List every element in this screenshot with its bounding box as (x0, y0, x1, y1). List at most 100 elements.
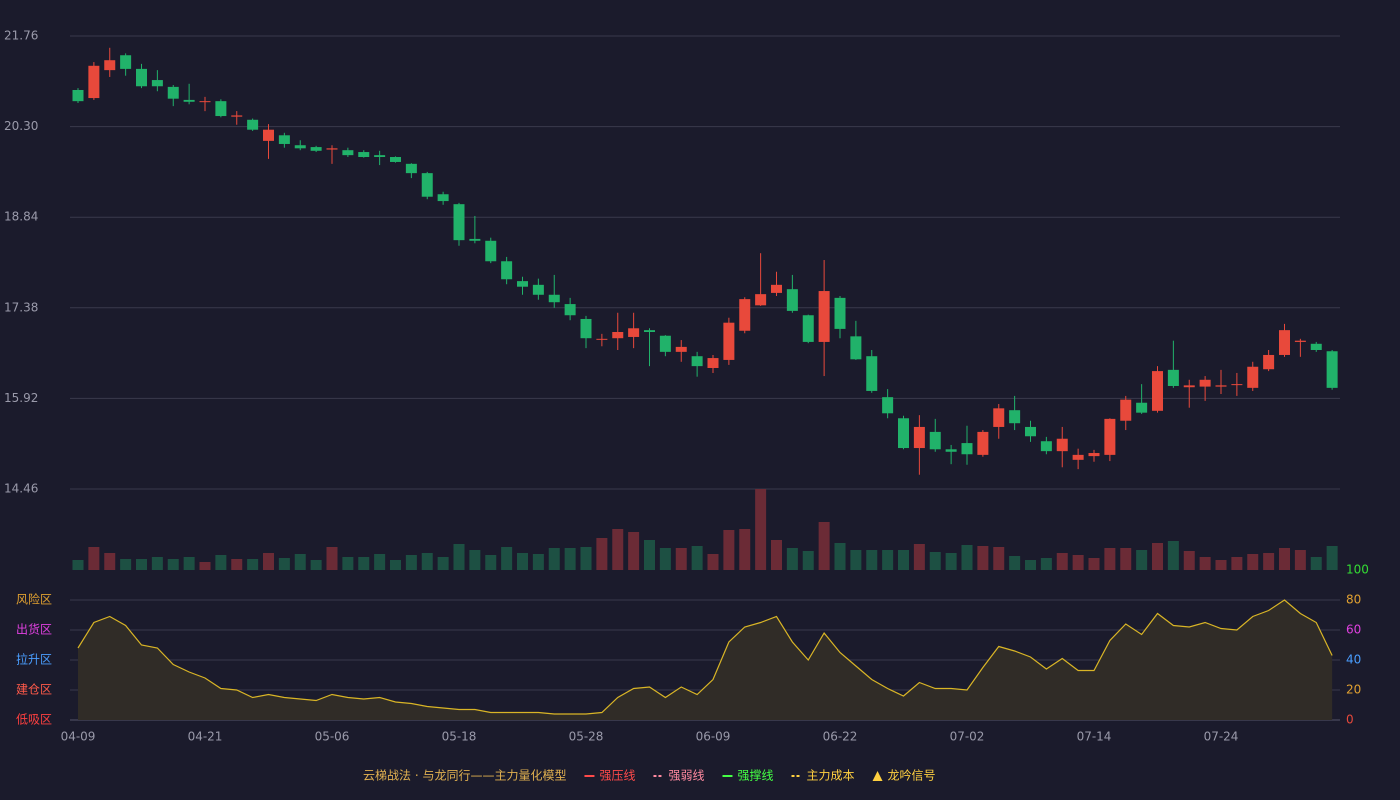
volume-bar (88, 547, 100, 570)
volume-bar (532, 554, 544, 570)
volume-bar (548, 548, 560, 570)
legend-label: 主力成本 (807, 769, 855, 783)
candle-body (612, 332, 624, 339)
x-tick-label: 06-09 (696, 730, 731, 744)
volume-bar (485, 555, 497, 570)
legend-title: 云梯战法 · 与龙同行——主力量化模型 (363, 769, 566, 783)
volume-bar (771, 540, 782, 570)
y-tick-label: 18.84 (4, 210, 38, 224)
candle-body (437, 194, 449, 202)
volume-bar (1136, 550, 1148, 570)
candle-body (294, 145, 306, 149)
volume-bar (596, 538, 608, 570)
volume-bar (294, 554, 306, 570)
volume-bar (1056, 553, 1068, 570)
volume-bar (707, 554, 719, 570)
candle-body (1231, 384, 1243, 386)
volume-bar (612, 529, 624, 570)
y-tick-label: 20.30 (4, 119, 38, 133)
volume-bar (802, 551, 814, 570)
candle-body (834, 297, 846, 329)
candle-body (247, 119, 259, 130)
volume-bar (1025, 560, 1036, 570)
y-tick-label: 21.76 (4, 29, 38, 43)
candle-body (723, 322, 735, 360)
x-tick-label: 05-28 (569, 730, 604, 744)
candle-body (532, 284, 544, 295)
y2-tick-label: 40 (1346, 653, 1361, 667)
volume-bar (1263, 553, 1275, 570)
volume-bar (961, 545, 973, 570)
candle-body (278, 135, 290, 144)
zone-label: 风险区 (16, 592, 52, 607)
candle-body (517, 281, 528, 287)
candle-body (1199, 379, 1211, 387)
candle-body (1072, 454, 1084, 460)
candle-body (421, 173, 433, 197)
volume-bar (72, 560, 84, 570)
candle-body (1263, 354, 1275, 370)
candle-body (945, 449, 957, 452)
volume-bar (564, 548, 576, 570)
y-tick-label: 15.92 (4, 391, 38, 405)
candle-body (1009, 410, 1021, 424)
volume-bar (405, 555, 417, 570)
zone-label: 拉升区 (16, 652, 52, 667)
volume-bar (151, 557, 163, 570)
candle-body (755, 294, 767, 306)
volume-bar (1215, 560, 1227, 570)
candle-body (1326, 351, 1338, 388)
volume-bar (1072, 555, 1084, 570)
candle-body (675, 346, 687, 352)
candle-body (596, 338, 608, 340)
candle-body (231, 115, 243, 117)
volume-bar (1088, 558, 1100, 570)
volume-bar (675, 548, 687, 570)
volume-bar (993, 547, 1005, 570)
volume-bar (882, 550, 894, 570)
legend-label: 强撑线 (737, 768, 773, 783)
volume-bar (977, 546, 989, 570)
candle-body (1183, 385, 1195, 388)
candle-body (977, 431, 989, 455)
zone-label: 建仓区 (16, 683, 52, 697)
zone-label: 低吸区 (16, 713, 52, 727)
candle-body (707, 358, 719, 368)
candle-body (358, 152, 370, 158)
volume-bar (1310, 557, 1322, 570)
volume-bar (342, 557, 354, 570)
volume-bar (231, 559, 243, 570)
candle-body (501, 261, 513, 280)
candle-body (818, 291, 830, 342)
candle-body (802, 315, 814, 342)
candle-body (1025, 426, 1036, 437)
volume-bar (1104, 548, 1116, 570)
volume-bar (1247, 554, 1259, 570)
candle-body (183, 99, 195, 102)
volume-bar (929, 552, 941, 570)
candle-body (1152, 371, 1163, 411)
candle-body (104, 60, 116, 71)
candle-body (1104, 418, 1116, 455)
candle-body (691, 356, 703, 367)
volume-bar (834, 543, 846, 570)
candle-body (850, 336, 862, 360)
x-tick-label: 06-22 (823, 730, 858, 744)
volume-bar (263, 553, 274, 570)
candle-body (882, 397, 894, 414)
candle-body (1056, 438, 1068, 452)
candle-body (1294, 340, 1306, 342)
x-tick-label: 05-18 (442, 730, 477, 744)
volume-bar (755, 489, 767, 570)
volume-bar (691, 546, 703, 570)
legend-label: 强压线 (599, 769, 635, 783)
candle-body (1040, 441, 1052, 452)
x-tick-label: 07-02 (950, 730, 985, 744)
candle-body (390, 157, 401, 162)
volume-bar (1183, 551, 1195, 570)
volume-bar (104, 553, 116, 570)
volume-bar (167, 559, 179, 570)
legend-symbol (872, 771, 883, 781)
volume-bar (913, 544, 925, 570)
